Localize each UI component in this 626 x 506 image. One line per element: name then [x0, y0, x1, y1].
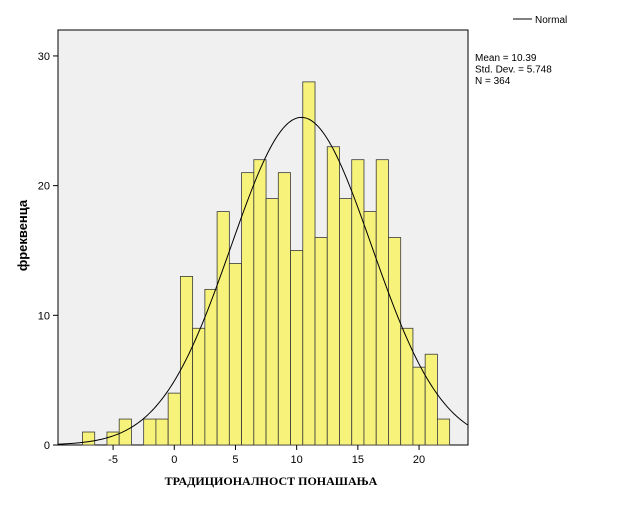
y-axis-label: фреквенца	[15, 199, 30, 271]
histogram-bar	[216, 211, 230, 446]
histogram-bar	[302, 81, 316, 446]
histogram-bar	[82, 431, 96, 446]
histogram-bar	[363, 211, 377, 446]
y-tick-label: 0	[44, 440, 50, 452]
histogram-bar	[412, 366, 426, 446]
histogram-bar	[400, 327, 414, 446]
histogram-bar	[143, 418, 157, 446]
stats-box: Mean = 10.39 Std. Dev. = 5.748 N = 364	[475, 53, 552, 87]
x-tick-label: 5	[232, 454, 238, 466]
stat-std-dev: Std. Dev. = 5.748	[475, 65, 552, 76]
y-tick-label: 20	[38, 181, 50, 193]
histogram-bar	[228, 263, 242, 446]
legend: Normal	[513, 15, 567, 26]
histogram-bar	[290, 250, 304, 446]
histogram-bar	[192, 327, 206, 446]
bars-layer	[82, 81, 451, 446]
axes-layer: -5 0 5 10 15 20 0 10 20 30	[38, 51, 425, 466]
stat-mean: Mean = 10.39	[475, 53, 537, 64]
x-tick-label: 0	[171, 454, 177, 466]
histogram-bar	[314, 237, 328, 446]
histogram-bar	[437, 418, 451, 446]
histogram-bar	[277, 172, 291, 446]
legend-label: Normal	[535, 15, 567, 26]
histogram-bar	[339, 198, 353, 446]
histogram-bar	[253, 159, 267, 446]
histogram-bar	[388, 237, 402, 446]
x-tick-label: -5	[108, 454, 118, 466]
x-tick-label: 20	[413, 454, 425, 466]
normal-curve	[57, 116, 469, 445]
histogram-bar	[167, 392, 181, 446]
histogram-bar	[375, 159, 389, 446]
x-tick-label: 15	[352, 454, 364, 466]
histogram-bar	[326, 146, 340, 446]
stat-n: N = 364	[475, 76, 511, 87]
histogram-bar	[241, 172, 255, 446]
histogram-bar	[265, 198, 279, 446]
histogram-bar	[351, 159, 365, 446]
histogram-bar	[179, 276, 194, 446]
y-tick-label: 10	[38, 310, 50, 322]
histogram-bar	[424, 353, 438, 446]
x-tick-label: 10	[291, 454, 303, 466]
histogram-bar	[155, 418, 169, 446]
histogram-bar	[118, 418, 132, 446]
x-axis-label: ТРАДИЦИОНАЛНОСТ ПОНАШАЊА	[165, 474, 378, 488]
y-tick-label: 30	[38, 51, 50, 63]
